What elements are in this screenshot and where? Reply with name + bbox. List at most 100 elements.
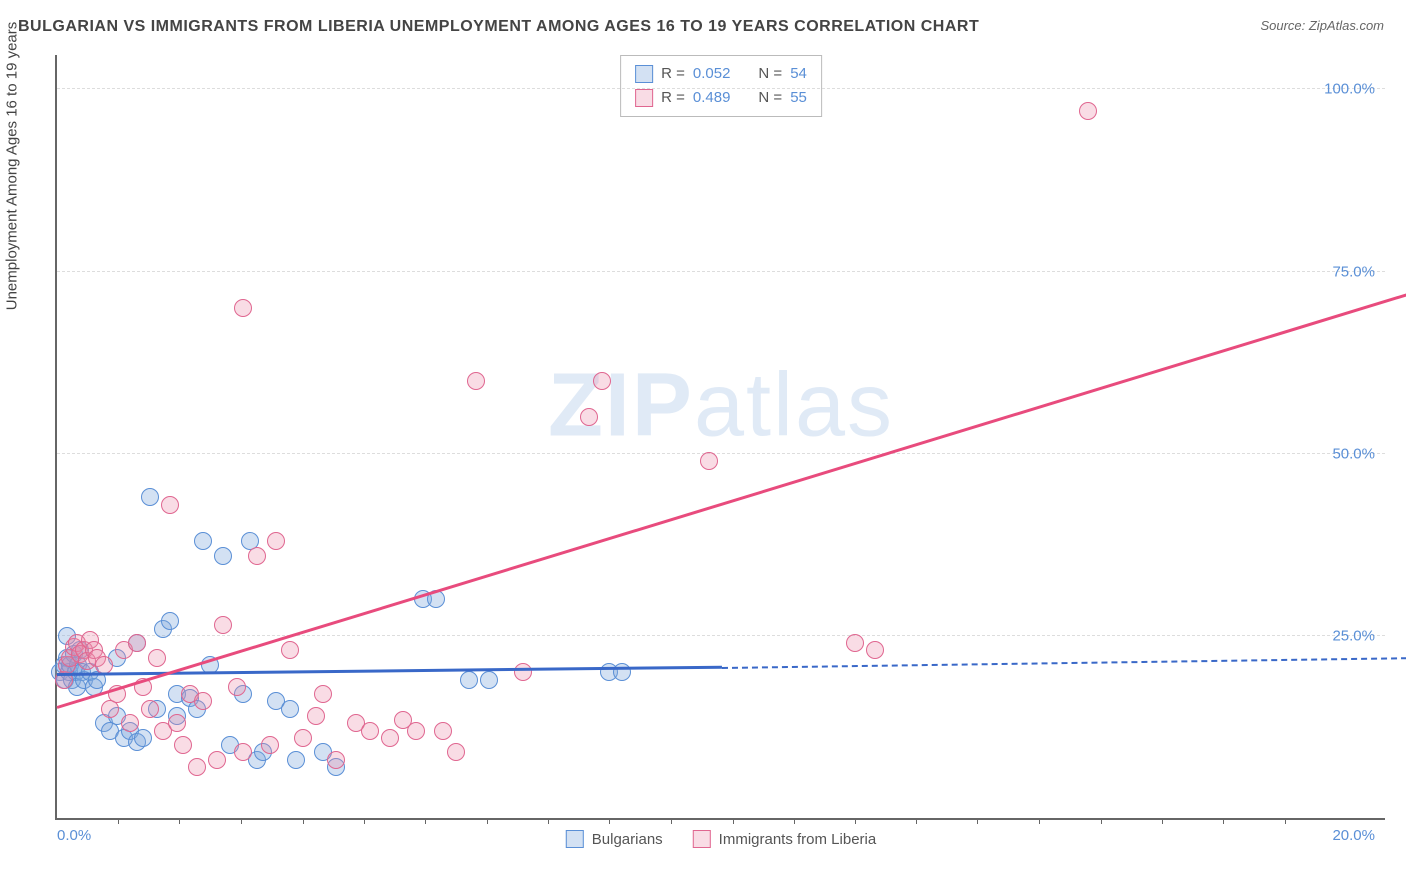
liberia-point — [174, 736, 192, 754]
liberia-point — [121, 714, 139, 732]
x-tick — [977, 818, 978, 824]
r-label: R = — [661, 86, 685, 110]
x-tick — [794, 818, 795, 824]
gridline — [57, 271, 1385, 272]
liberia-point — [214, 616, 232, 634]
liberia-point — [866, 641, 884, 659]
legend-swatch — [635, 65, 653, 83]
legend-swatch — [693, 830, 711, 848]
x-tick — [1039, 818, 1040, 824]
liberia-point — [161, 496, 179, 514]
liberia-point — [234, 743, 252, 761]
liberia-point — [95, 656, 113, 674]
liberia-point — [234, 299, 252, 317]
liberia-point — [846, 634, 864, 652]
liberia-point — [188, 758, 206, 776]
bulgarians-point — [214, 547, 232, 565]
x-tick-label-max: 20.0% — [1332, 827, 1375, 844]
r-label: R = — [661, 62, 685, 86]
liberia-point — [281, 641, 299, 659]
legend-correlation-row: R = 0.052 N = 54 — [635, 62, 807, 86]
legend-series: Bulgarians Immigrants from Liberia — [566, 830, 876, 848]
n-value: 55 — [790, 86, 807, 110]
liberia-point — [1079, 102, 1097, 120]
watermark-prefix: ZIP — [548, 355, 694, 455]
liberia-point — [194, 692, 212, 710]
chart-title: BULGARIAN VS IMMIGRANTS FROM LIBERIA UNE… — [18, 18, 979, 36]
liberia-point — [580, 408, 598, 426]
bulgarians-point — [480, 671, 498, 689]
liberia-point — [228, 678, 246, 696]
bulgarians-point — [460, 671, 478, 689]
liberia-point — [294, 729, 312, 747]
x-tick — [733, 818, 734, 824]
source-label: Source: ZipAtlas.com — [1260, 18, 1384, 33]
y-axis-label: Unemployment Among Ages 16 to 19 years — [4, 22, 21, 311]
legend-swatch — [566, 830, 584, 848]
x-tick — [425, 818, 426, 824]
x-tick — [118, 818, 119, 824]
gridline — [57, 88, 1385, 89]
liberia-point — [407, 722, 425, 740]
liberia-point — [208, 751, 226, 769]
bulgarians-point — [194, 532, 212, 550]
bulgarians-point — [287, 751, 305, 769]
r-value: 0.052 — [693, 62, 731, 86]
x-tick — [179, 818, 180, 824]
bulgarians-point — [281, 700, 299, 718]
y-tick-label: 25.0% — [1332, 627, 1375, 644]
x-tick — [487, 818, 488, 824]
x-tick — [671, 818, 672, 824]
x-tick — [1285, 818, 1286, 824]
legend-series-item: Bulgarians — [566, 830, 663, 848]
liberia-point — [314, 685, 332, 703]
legend-correlation: R = 0.052 N = 54 R = 0.489 N = 55 — [620, 55, 822, 117]
liberia-point — [593, 372, 611, 390]
bulgarians-point — [141, 488, 159, 506]
liberia-point — [327, 751, 345, 769]
y-tick-label: 100.0% — [1324, 81, 1375, 98]
liberia-point — [307, 707, 325, 725]
liberia-point — [141, 700, 159, 718]
liberia-point — [467, 372, 485, 390]
legend-series-item: Immigrants from Liberia — [693, 830, 877, 848]
x-tick — [1162, 818, 1163, 824]
x-tick — [548, 818, 549, 824]
liberia-point — [514, 663, 532, 681]
liberia-point — [447, 743, 465, 761]
y-tick-label: 50.0% — [1332, 445, 1375, 462]
gridline — [57, 635, 1385, 636]
x-tick — [1223, 818, 1224, 824]
x-tick-label-min: 0.0% — [57, 827, 91, 844]
n-value: 54 — [790, 62, 807, 86]
plot-area: ZIPatlas R =0.052N =54R =0.489N =55 Bulg… — [55, 55, 1385, 820]
x-tick — [364, 818, 365, 824]
legend-series-label: Bulgarians — [592, 831, 663, 848]
x-tick — [241, 818, 242, 824]
trend-line-extrapolated — [722, 656, 1406, 669]
liberia-point — [128, 634, 146, 652]
legend-correlation-row: R = 0.489 N = 55 — [635, 86, 807, 110]
liberia-point — [267, 532, 285, 550]
bulgarians-point — [134, 729, 152, 747]
trend-line — [57, 269, 1406, 709]
x-tick — [609, 818, 610, 824]
watermark: ZIPatlas — [548, 354, 894, 457]
liberia-point — [434, 722, 452, 740]
r-value: 0.489 — [693, 86, 731, 110]
x-tick — [916, 818, 917, 824]
n-label: N = — [758, 86, 782, 110]
bulgarians-point — [161, 612, 179, 630]
y-tick-label: 75.0% — [1332, 263, 1375, 280]
gridline — [57, 453, 1385, 454]
n-label: N = — [758, 62, 782, 86]
legend-swatch — [635, 89, 653, 107]
x-tick — [855, 818, 856, 824]
liberia-point — [248, 547, 266, 565]
liberia-point — [261, 736, 279, 754]
liberia-point — [700, 452, 718, 470]
legend-series-label: Immigrants from Liberia — [719, 831, 877, 848]
liberia-point — [361, 722, 379, 740]
watermark-suffix: atlas — [694, 355, 894, 455]
liberia-point — [381, 729, 399, 747]
